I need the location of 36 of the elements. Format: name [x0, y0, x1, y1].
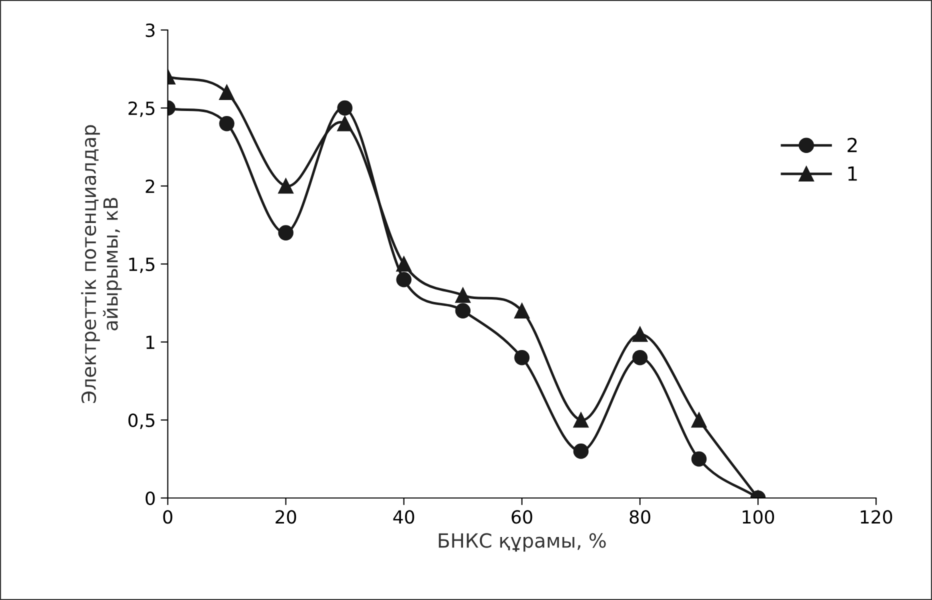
y-tick-label: 1,5 [129, 258, 154, 273]
point [632, 326, 648, 342]
point [691, 412, 707, 428]
point [455, 303, 471, 318]
y-tick-label: 2,5 [128, 101, 154, 117]
x-tick-label: 40 [393, 510, 414, 524]
point [219, 84, 234, 100]
x-tick-label: 80 [630, 510, 650, 524]
y-tick-label: 0 [146, 491, 155, 506]
point [632, 350, 648, 366]
point [573, 444, 589, 459]
y-tick-label: 0,5 [128, 413, 154, 429]
y-axis-title: Электреттік потенциалдар айырымы, кВ [81, 125, 122, 403]
point [396, 272, 412, 288]
point [396, 256, 412, 272]
point [278, 178, 294, 194]
x-tick-label: 120 [860, 510, 892, 524]
point [219, 116, 234, 132]
y-tick-label: 3 [146, 23, 155, 38]
x-tick-label: 60 [512, 510, 532, 524]
point [337, 100, 352, 116]
point [514, 303, 530, 318]
point [573, 412, 589, 428]
legend-label: 2 [848, 138, 857, 152]
legend-label: 1 [848, 166, 857, 181]
x-tick-label: 100 [742, 510, 774, 524]
x-tick-label: 20 [276, 510, 296, 524]
point [278, 225, 294, 240]
point [514, 350, 530, 366]
point [691, 451, 707, 467]
point [337, 116, 352, 132]
x-tick-label: 0 [163, 510, 172, 524]
point [455, 288, 471, 303]
y-tick-label: 2 [146, 179, 154, 193]
x-axis-title: БНКС құрамы, % [438, 533, 606, 552]
y-tick-label: 1 [146, 336, 154, 349]
